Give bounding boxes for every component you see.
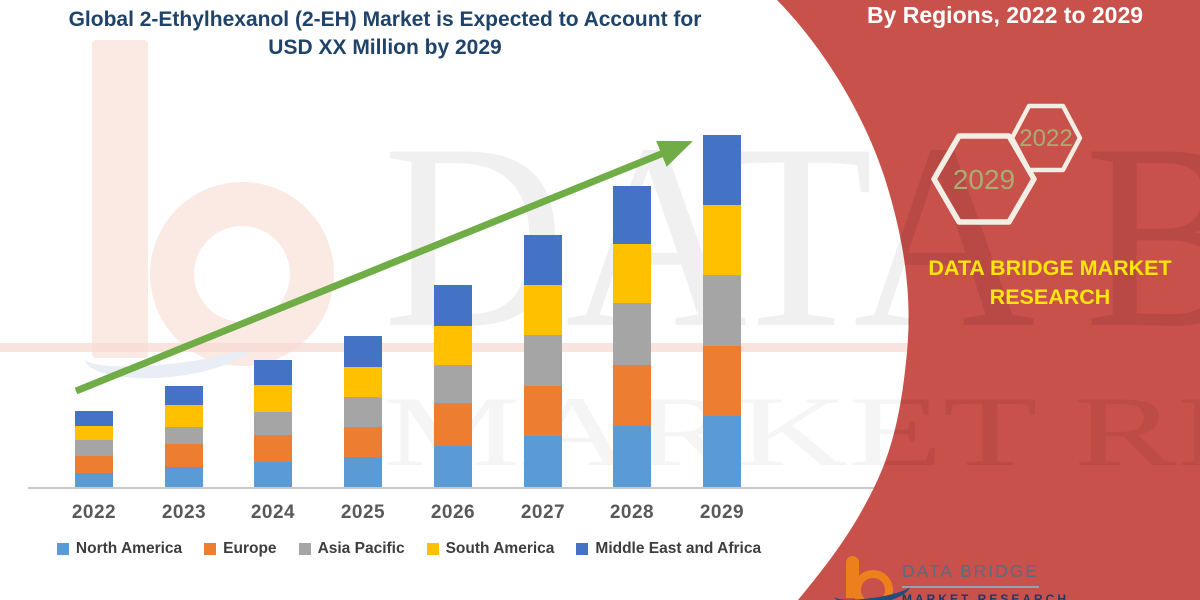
bar-segment-2022-europe (75, 456, 113, 473)
data-bridge-logo: DATA BRIDGE MARKET RESEARCH (832, 554, 1098, 600)
bar-2029 (703, 135, 741, 487)
x-axis-label-2026: 2026 (430, 502, 476, 523)
logo-b-bowl-icon (853, 570, 893, 600)
legend-item-asia-pacific: Asia Pacific (298, 540, 405, 558)
x-axis-label-2028: 2028 (609, 502, 655, 523)
logo-subtitle: MARKET RESEARCH (902, 592, 1070, 600)
x-axis-label-2022: 2022 (71, 502, 117, 523)
ribbon-brand-line1: DATA BRIDGE MARKET (928, 256, 1172, 280)
legend-item-middle-east-and-africa: Middle East and Africa (576, 540, 761, 558)
bar-segment-2025-north-america (344, 457, 382, 487)
x-axis-label-2029: 2029 (699, 502, 745, 523)
bar-segment-2026-north-america (434, 446, 472, 487)
legend-swatch-icon (298, 543, 311, 555)
bar-segment-2024-asia-pacific (254, 412, 292, 435)
legend-label: Middle East and Africa (595, 540, 762, 557)
bar-segment-2022-asia-pacific (75, 440, 113, 456)
bar-segment-2022-north-america (75, 473, 113, 487)
bar-segment-2023-south-america (165, 405, 203, 427)
bar-segment-2025-asia-pacific (344, 397, 382, 427)
legend-label: South America (445, 540, 555, 557)
ribbon-heading: By Regions, 2022 to 2029 (866, 2, 1144, 28)
watermark-row2-on-red: MARKET RESEARCH (383, 376, 1200, 487)
chart-title-line1: Global 2-Ethylhexanol (2-EH) Market is E… (68, 8, 702, 31)
bar-segment-2024-europe (254, 435, 292, 462)
legend-label: Europe (223, 540, 277, 557)
ribbon-brand-line2: RESEARCH (989, 285, 1111, 309)
legend-swatch-icon (426, 543, 439, 555)
hexagon-2029-label: 2029 (953, 164, 1015, 195)
bar-2022 (75, 411, 113, 487)
x-axis-label-2027: 2027 (520, 502, 566, 523)
bar-segment-2029-europe (703, 346, 741, 416)
bar-segment-2029-asia-pacific (703, 275, 741, 346)
legend-label: North America (75, 540, 183, 557)
legend-item-europe: Europe (204, 540, 277, 558)
logo-swoosh-icon (832, 572, 912, 600)
bar-segment-2028-north-america (613, 426, 651, 487)
ribbon-brand-text: DATA BRIDGE MARKET RESEARCH (905, 254, 1195, 312)
logo-name: DATA BRIDGE (902, 561, 1040, 588)
legend-item-south-america: South America (426, 540, 555, 558)
bar-segment-2023-north-america (165, 467, 203, 487)
chart-title-line2: USD XX Million by 2029 (268, 36, 502, 59)
hexagon-2022-label: 2022 (1019, 125, 1072, 152)
bar-segment-2029-south-america (703, 205, 741, 275)
legend-label: Asia Pacific (317, 540, 405, 557)
bar-segment-2027-north-america (524, 436, 562, 487)
hexagon-2029 (931, 133, 1037, 225)
x-axis-line (28, 487, 1102, 489)
x-axis-label-2025: 2025 (340, 502, 386, 523)
bar-segment-2027-europe (524, 386, 562, 436)
bar-segment-2029-north-america (703, 416, 741, 487)
bar-segment-2023-europe (165, 444, 203, 467)
x-axis-label-2023: 2023 (161, 502, 207, 523)
bar-segment-2024-north-america (254, 462, 292, 487)
x-axis-label-2024: 2024 (250, 502, 296, 523)
legend-swatch-icon (576, 543, 589, 555)
bar-segment-2022-middle-east-and-africa (75, 411, 113, 426)
bar-segment-2022-south-america (75, 426, 113, 440)
legend-swatch-icon (56, 543, 69, 555)
chart-legend: North America Europe Asia Pacific South Ame… (34, 540, 784, 558)
red-ribbon-shape (777, 0, 1200, 600)
bar-segment-2025-europe (344, 427, 382, 457)
legend-item-north-america: North America (56, 540, 183, 558)
bar-segment-2023-asia-pacific (165, 427, 203, 444)
bar-segment-2029-middle-east-and-africa (703, 135, 741, 205)
legend-swatch-icon (204, 543, 217, 555)
hexagon-2022 (1009, 103, 1083, 173)
bar-segment-2026-europe (434, 403, 472, 446)
chart-title: Global 2-Ethylhexanol (2-EH) Market is E… (30, 6, 740, 62)
